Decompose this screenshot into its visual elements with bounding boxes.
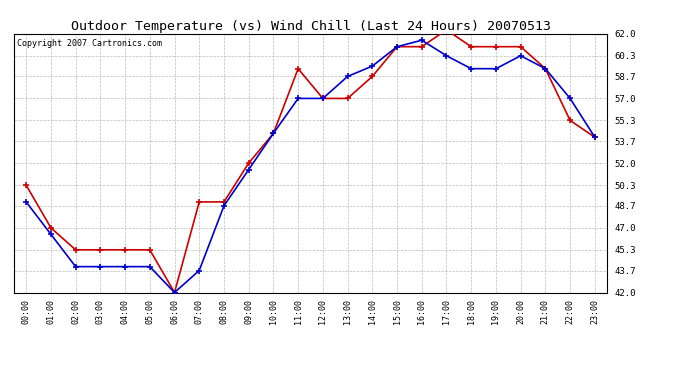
Title: Outdoor Temperature (vs) Wind Chill (Last 24 Hours) 20070513: Outdoor Temperature (vs) Wind Chill (Las… [70, 20, 551, 33]
Text: Copyright 2007 Cartronics.com: Copyright 2007 Cartronics.com [17, 39, 161, 48]
